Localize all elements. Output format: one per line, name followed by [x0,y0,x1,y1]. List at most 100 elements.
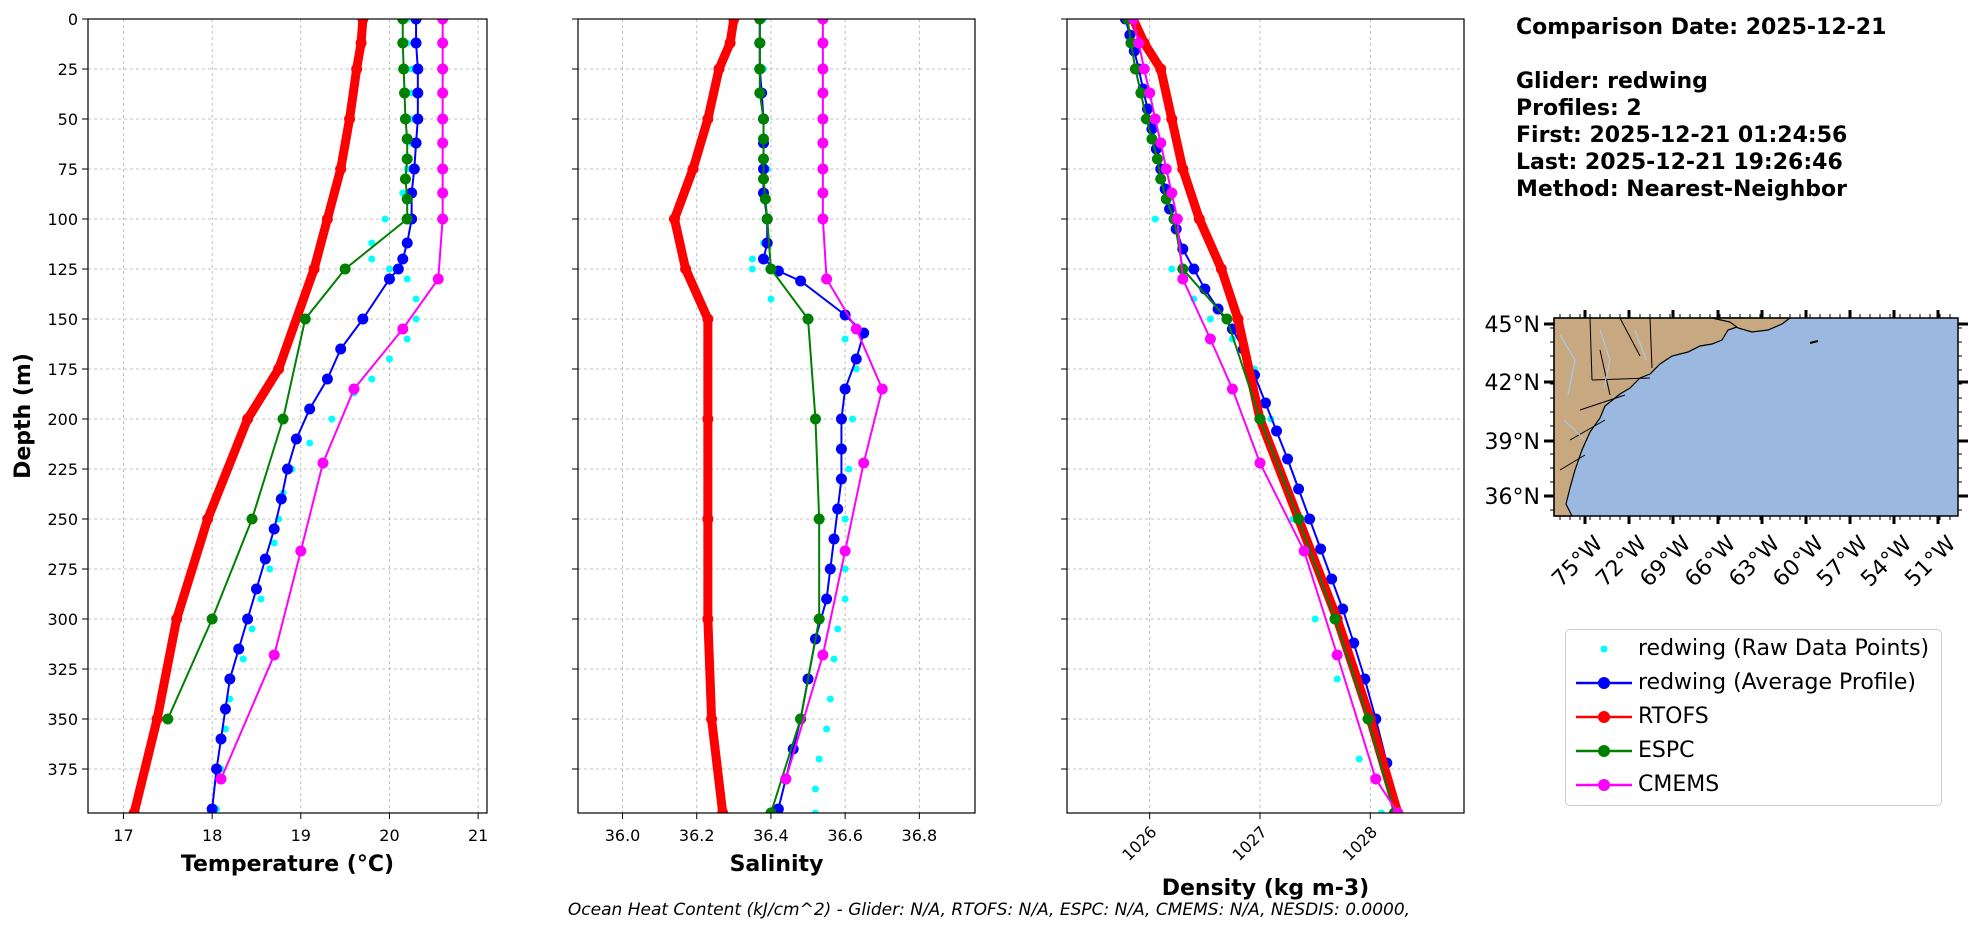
data-point [219,703,231,715]
data-point [246,513,258,525]
data-point [1315,543,1327,555]
series-cmems [215,19,449,785]
axes-frame [87,18,488,814]
data-point [809,413,821,425]
data-point [1135,87,1147,99]
x-tick-label: 36.4 [753,826,789,845]
data-point [841,565,849,573]
data-point [437,113,449,125]
data-point [401,153,413,165]
series-espc [1122,19,1401,813]
data-point [1221,313,1233,325]
map-river [1599,329,1611,389]
data-point [834,625,842,633]
data-point [1177,273,1189,285]
data-point [250,583,262,595]
data-point [1226,383,1238,395]
data-point [817,63,829,75]
data-point [399,113,411,125]
y-tick-label: 200 [47,410,78,429]
data-point [728,19,740,25]
series-line [784,19,884,780]
data-point [680,263,692,275]
data-point [259,553,271,565]
data-point [1377,809,1385,813]
data-point [717,807,729,813]
data-point [748,255,756,263]
data-point [268,523,280,535]
data-point [277,413,289,425]
data-point [758,253,770,265]
y-tick-label: 300 [47,610,78,629]
data-point [308,263,320,275]
x-tick-label: 36.8 [902,826,938,845]
data-point [713,63,725,75]
data-point [1326,573,1338,585]
map-state-border [1591,377,1651,381]
data-point [397,253,409,265]
map-state-border [1559,454,1586,471]
legend-item-rtofs: RTOFS [1566,700,1941,734]
info-line-method: Method: Nearest-Neighbor [1516,177,1847,202]
data-point [835,443,847,455]
data-point [304,403,316,415]
series-cmems [780,19,888,785]
data-point [1254,413,1266,425]
axes-frame [577,18,976,814]
x-tick-label: 19 [291,826,311,845]
x-tick-label: 17 [113,826,133,845]
data-point [702,513,714,525]
data-point [401,237,413,249]
data-point [702,613,714,625]
data-point [668,213,680,225]
data-point [368,255,376,263]
info-line-glider: Glider: redwing [1516,69,1708,94]
x-axis-label: Temperature (°C) [181,852,394,877]
x-axis-label: Salinity [730,852,824,877]
data-point [702,413,714,425]
data-point [850,353,862,365]
data-point [702,113,714,125]
y-tick-label: 75 [58,160,78,179]
legend-marker-raw [1600,645,1608,653]
map-lat-label: 42°N [1485,371,1540,396]
data-point [802,313,814,325]
data-point [702,313,714,325]
series-cmems [1127,19,1404,813]
data-point [1329,613,1341,625]
legend-marker-espc [1598,745,1610,757]
data-point [830,655,838,663]
x-tick-label: 18 [202,826,222,845]
data-point [290,433,302,445]
map-lon-label: 69°W [1635,531,1696,592]
data-point [401,133,413,145]
data-point [368,375,376,383]
data-point [817,19,829,25]
data-point [813,513,825,525]
data-point [206,613,218,625]
data-point [412,87,424,99]
data-point [403,335,411,343]
data-point [233,643,245,655]
data-point [392,263,404,275]
data-point [824,563,836,575]
plot-area [1119,19,1404,813]
series-espc [162,19,413,725]
data-point [162,713,174,725]
data-point [817,187,829,199]
data-point [348,383,360,395]
data-point [754,87,766,99]
chart-panel-3: 1026 1027 1028 Density (kg m-3) [1061,18,1465,901]
data-point [841,335,849,343]
map-state-border [1579,394,1626,411]
y-axis-label: Depth (m) [11,353,36,479]
data-point [270,539,278,547]
data-point [403,275,411,283]
data-point [813,613,825,625]
data-point [242,413,254,425]
data-point [821,273,833,285]
y-tick-label: 225 [47,460,78,479]
data-point [839,309,851,321]
data-point [1271,425,1283,437]
data-point [399,173,411,185]
